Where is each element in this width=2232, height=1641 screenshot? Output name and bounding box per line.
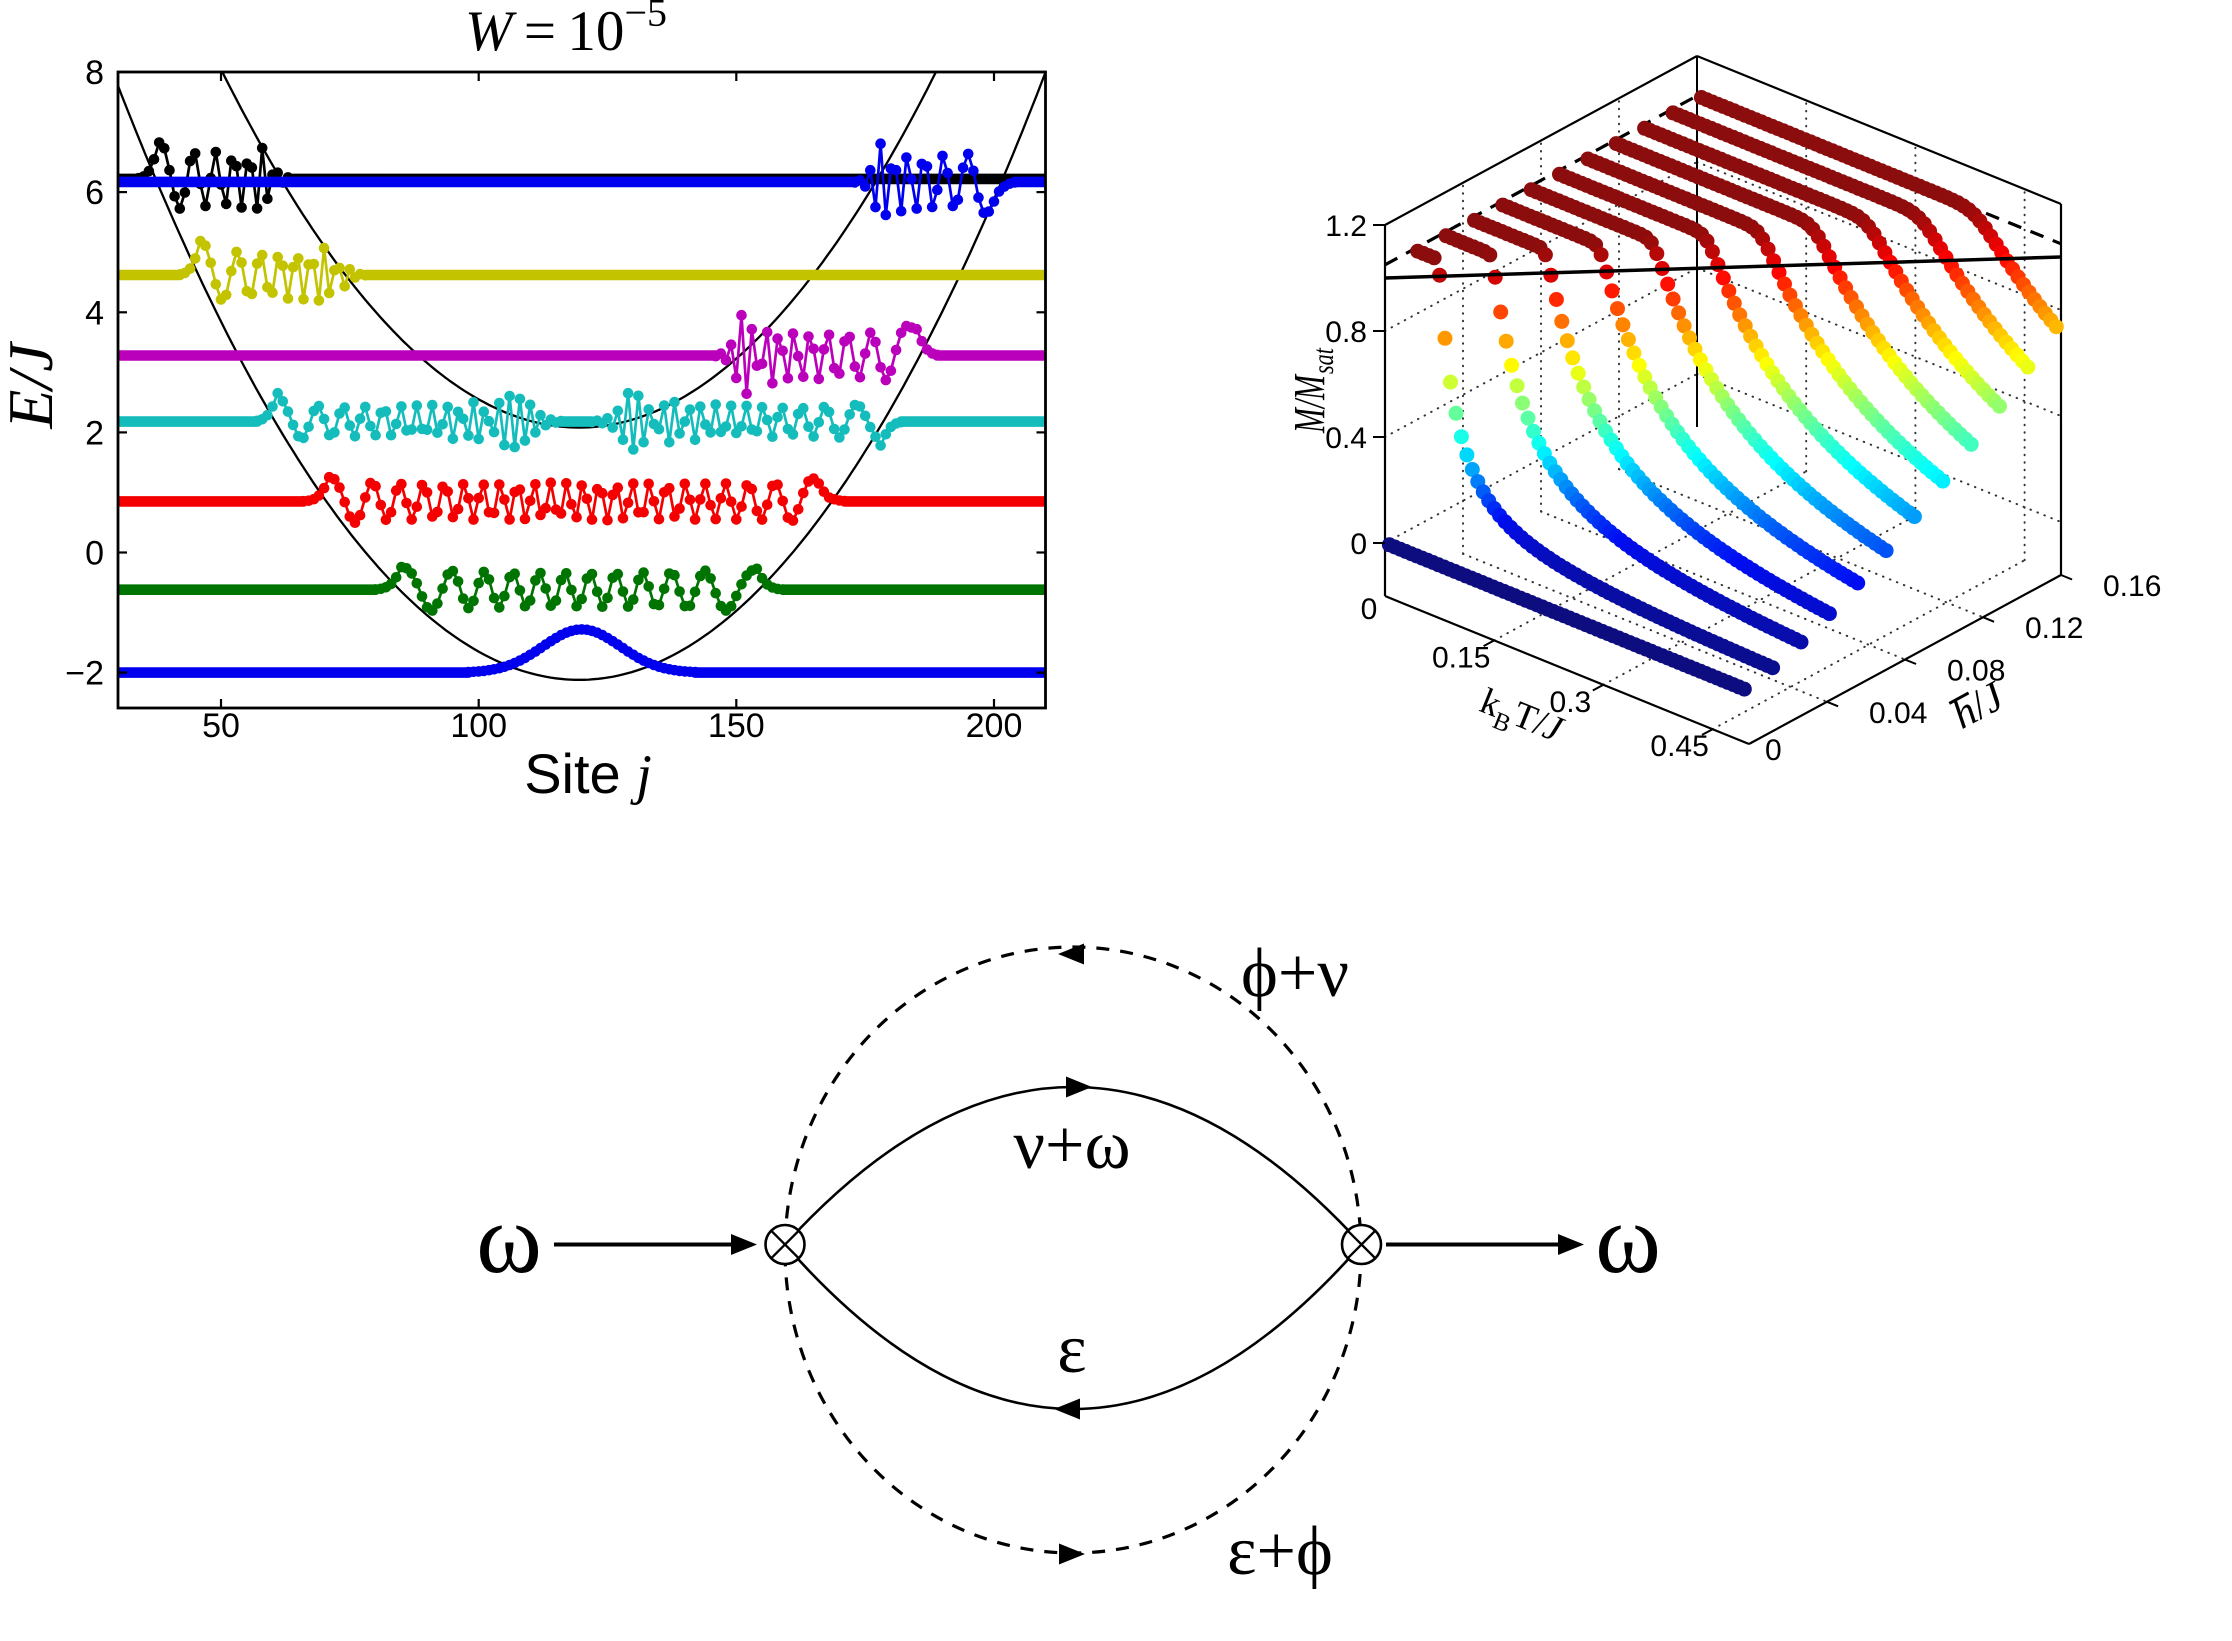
svg-text:1.2: 1.2 <box>1325 210 1367 243</box>
svg-text:0.16: 0.16 <box>2103 570 2161 603</box>
svg-text:8: 8 <box>85 54 104 92</box>
svg-text:ϕ+ν: ϕ+ν <box>1241 935 1349 1012</box>
svg-text:sat: sat <box>1307 348 1340 374</box>
svg-text:150: 150 <box>708 707 765 745</box>
svg-text:0.04: 0.04 <box>1869 697 1927 730</box>
svg-text:0: 0 <box>1350 528 1367 561</box>
svg-text:ε: ε <box>1057 1311 1086 1388</box>
svg-text:50: 50 <box>202 707 240 745</box>
svg-text:ω: ω <box>476 1183 542 1294</box>
svg-text:0.15: 0.15 <box>1432 641 1490 674</box>
svg-text:E/J: E/J <box>0 341 66 430</box>
svg-text:0: 0 <box>1361 593 1378 626</box>
svg-text:0: 0 <box>1765 734 1782 767</box>
svg-text:0.4: 0.4 <box>1325 422 1367 455</box>
svg-text:Site j: Site j <box>524 742 652 806</box>
svg-text:0.3: 0.3 <box>1550 686 1592 719</box>
svg-text:200: 200 <box>966 707 1023 745</box>
svg-text:0.45: 0.45 <box>1650 730 1708 763</box>
svg-text:4: 4 <box>85 294 104 332</box>
svg-text:−2: −2 <box>65 655 104 693</box>
svg-text:2: 2 <box>85 414 104 452</box>
svg-text:0.12: 0.12 <box>2025 612 2083 645</box>
svg-text:M/M: M/M <box>1285 373 1334 433</box>
svg-text:0.8: 0.8 <box>1325 316 1367 349</box>
svg-text:0: 0 <box>85 535 104 573</box>
svg-text:ε+ϕ: ε+ϕ <box>1227 1513 1333 1590</box>
svg-text:ν+ω: ν+ω <box>1013 1107 1130 1184</box>
svg-text:6: 6 <box>85 174 104 212</box>
svg-text:100: 100 <box>450 707 507 745</box>
svg-text:0.08: 0.08 <box>1947 655 2005 688</box>
svg-text:ω: ω <box>1595 1183 1661 1294</box>
svg-text:W = 10−5: W = 10−5 <box>465 0 667 63</box>
